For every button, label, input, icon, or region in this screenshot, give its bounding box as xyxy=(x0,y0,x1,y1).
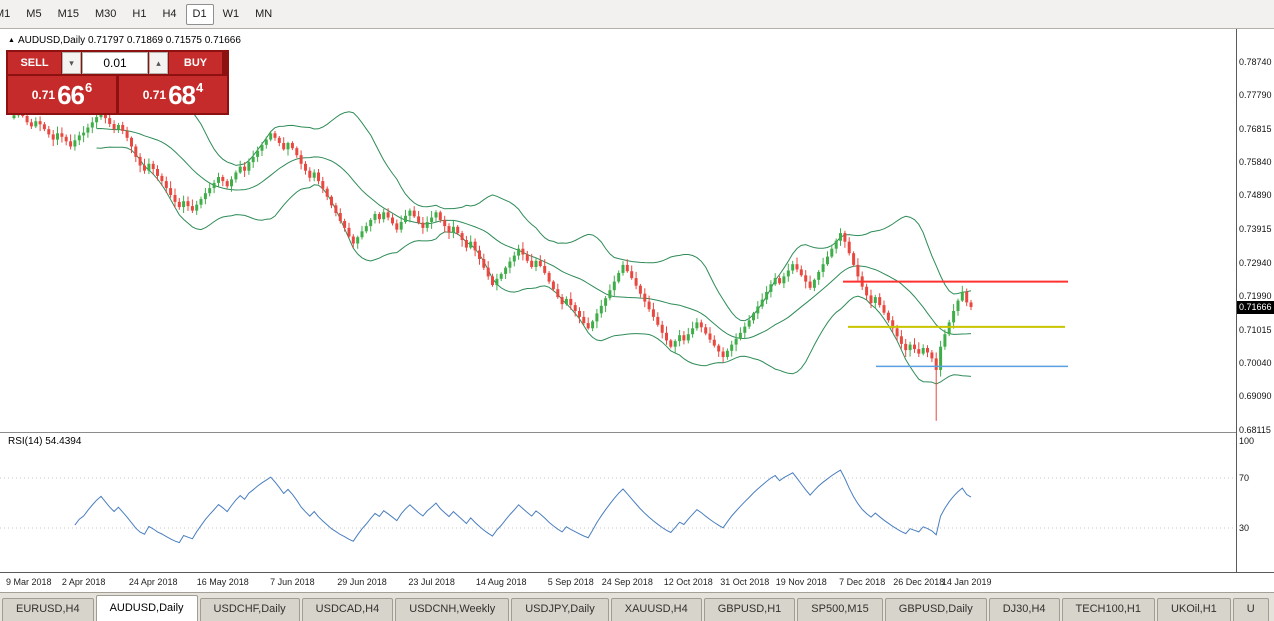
date-axis[interactable]: 9 Mar 2018 2 Apr 2018 24 Apr 2018 16 May 20… xyxy=(0,572,1274,593)
chart-title: ▲ AUDUSD,Daily 0.71797 0.71869 0.71575 0.… xyxy=(8,35,241,46)
rsi-axis-label: 70 xyxy=(1239,473,1250,483)
rsi-level-lines xyxy=(0,477,1237,529)
chart-tab-audusd-daily[interactable]: AUDUSD,Daily xyxy=(95,595,198,621)
volume-input[interactable] xyxy=(82,52,148,74)
chart-window: ▲ AUDUSD,Daily 0.71797 0.71869 0.71575 0.… xyxy=(0,29,1274,593)
date-tick-label: 9 Mar 2018 xyxy=(6,577,52,587)
chart-tab-xauusd-h4[interactable]: XAUUSD,H4 xyxy=(610,598,702,621)
timeframe-toolbar-container: M1 M5 M15 M30 H1 H4 D1 W1 MN xyxy=(0,0,1274,29)
date-tick-label: 24 Apr 2018 xyxy=(128,577,178,587)
price-axis-label: 0.78740 xyxy=(1239,57,1272,67)
rsi-indicator-pane[interactable] xyxy=(0,433,1237,572)
chart-tab-eurusd-h4[interactable]: EURUSD,H4 xyxy=(2,598,94,621)
current-price-badge: 0.71666 xyxy=(1237,301,1274,314)
price-axis-label: 0.77790 xyxy=(1239,89,1272,100)
buy-button[interactable]: BUY xyxy=(169,52,222,74)
price-axis[interactable]: 0.71666 0.78740 0.77790 0.76815 0.75840 0.74… xyxy=(1236,29,1274,572)
chart-tabs-bar: EURUSD,H4 AUDUSD,Daily USDCHF,Daily USDCAD,… xyxy=(0,592,1274,621)
price-axis-label: 0.73915 xyxy=(1239,224,1272,235)
date-tick-label: 14 Jan 2019 xyxy=(941,577,992,587)
rsi-axis-label: 30 xyxy=(1239,523,1250,533)
buy-price-big: 68 xyxy=(168,79,196,110)
pane-splitter[interactable] xyxy=(0,432,1237,433)
date-tick-label: 23 Jul 2018 xyxy=(408,577,455,587)
date-tick-label: 29 Jun 2018 xyxy=(337,577,387,587)
date-tick-label: 7 Dec 2018 xyxy=(839,577,886,587)
buy-price-display[interactable]: 0.71 68 4 xyxy=(119,76,227,113)
sell-price-big: 66 xyxy=(57,79,85,110)
buy-price-pip: 4 xyxy=(196,80,204,95)
sell-button[interactable]: SELL xyxy=(8,52,61,74)
timeframe-button-m1[interactable]: M1 xyxy=(0,7,11,20)
chart-tab-dj30-h4[interactable]: DJ30,H4 xyxy=(988,598,1060,621)
date-tick-label: 7 Jun 2018 xyxy=(270,577,315,587)
rsi-axis-label: 100 xyxy=(1239,435,1255,446)
chevron-down-icon: ▾ xyxy=(69,57,74,68)
price-axis-label: 0.76815 xyxy=(1239,123,1272,134)
rsi-indicator-label: RSI(14) 54.4394 xyxy=(8,436,82,447)
price-axis-label: 0.74890 xyxy=(1239,190,1272,201)
price-axis-label: 0.70040 xyxy=(1239,358,1272,369)
timeframe-button-d1[interactable]: D1 xyxy=(185,3,214,25)
price-axis-label: 0.68115 xyxy=(1239,424,1271,435)
chart-tab-tech100-h1[interactable]: TECH100,H1 xyxy=(1061,598,1155,621)
chart-tab-gbpusd-h1[interactable]: GBPUSD,H1 xyxy=(703,598,796,621)
timeframe-button-m30[interactable]: M30 xyxy=(94,7,117,20)
sell-price-pip: 6 xyxy=(85,80,93,95)
volume-down-button[interactable]: ▾ xyxy=(62,52,81,74)
bollinger-bands xyxy=(96,95,972,385)
chart-tab-ukoil-h1[interactable]: UKOil,H1 xyxy=(1156,598,1231,621)
sell-price-display[interactable]: 0.71 66 6 xyxy=(8,76,116,113)
price-axis-label: 0.75840 xyxy=(1239,157,1272,168)
timeframe-button-mn[interactable]: MN xyxy=(255,7,273,20)
date-tick-label: 26 Dec 2018 xyxy=(893,577,945,587)
buy-price-prefix: 0.71 xyxy=(142,87,167,102)
date-tick-label: 2 Apr 2018 xyxy=(61,577,106,587)
chart-tab-usdchf-daily[interactable]: USDCHF,Daily xyxy=(199,598,300,621)
date-tick-label: 16 May 2018 xyxy=(196,577,249,587)
sell-price-prefix: 0.71 xyxy=(31,87,56,102)
chart-symbol-label: AUDUSD,Daily xyxy=(17,35,86,46)
timeframe-button-m5[interactable]: M5 xyxy=(26,7,42,20)
price-axis-label: 0.69090 xyxy=(1239,391,1272,402)
date-tick-label: 19 Nov 2018 xyxy=(775,577,827,587)
timeframe-button-h1[interactable]: H1 xyxy=(132,7,147,20)
chart-tab-gbpusd-daily[interactable]: GBPUSD,Daily xyxy=(884,598,987,621)
chart-tab-u[interactable]: U xyxy=(1232,598,1269,621)
volume-up-button[interactable]: ▴ xyxy=(149,52,168,74)
date-tick-label: 14 Aug 2018 xyxy=(475,577,527,587)
timeframe-button-h4[interactable]: H4 xyxy=(162,7,177,20)
timeframe-toolbar: M1 M5 M15 M30 H1 H4 D1 W1 MN xyxy=(0,0,1274,28)
date-tick-label: 5 Sep 2018 xyxy=(547,577,594,587)
chart-tab-usdcad-h4[interactable]: USDCAD,H4 xyxy=(301,598,394,621)
timeframe-button-w1[interactable]: W1 xyxy=(222,7,240,20)
horizontal-level-lines[interactable] xyxy=(843,280,1068,368)
rsi-line xyxy=(74,469,972,544)
chart-symbol-icon: ▲ xyxy=(8,37,15,44)
chart-tab-usdcnh-weekly[interactable]: USDCNH,Weekly xyxy=(395,598,510,621)
date-tick-label: 24 Sep 2018 xyxy=(601,577,653,587)
chart-ohlc-values: 0.71797 0.71869 0.71575 0.71666 xyxy=(87,35,241,46)
price-axis-label: 0.71990 xyxy=(1239,290,1272,301)
chart-tab-usdjpy-daily[interactable]: USDJPY,Daily xyxy=(511,598,609,621)
date-tick-label: 12 Oct 2018 xyxy=(663,577,713,587)
price-axis-label: 0.72940 xyxy=(1239,257,1272,268)
date-tick-label: 31 Oct 2018 xyxy=(720,577,770,587)
chevron-up-icon: ▴ xyxy=(156,57,161,68)
chart-tab-sp500-m15[interactable]: SP500,M15 xyxy=(797,598,883,621)
price-chart[interactable] xyxy=(0,29,1237,432)
candles xyxy=(12,103,973,421)
price-axis-label: 0.71015 xyxy=(1239,324,1272,335)
timeframe-button-m15[interactable]: M15 xyxy=(57,7,79,20)
